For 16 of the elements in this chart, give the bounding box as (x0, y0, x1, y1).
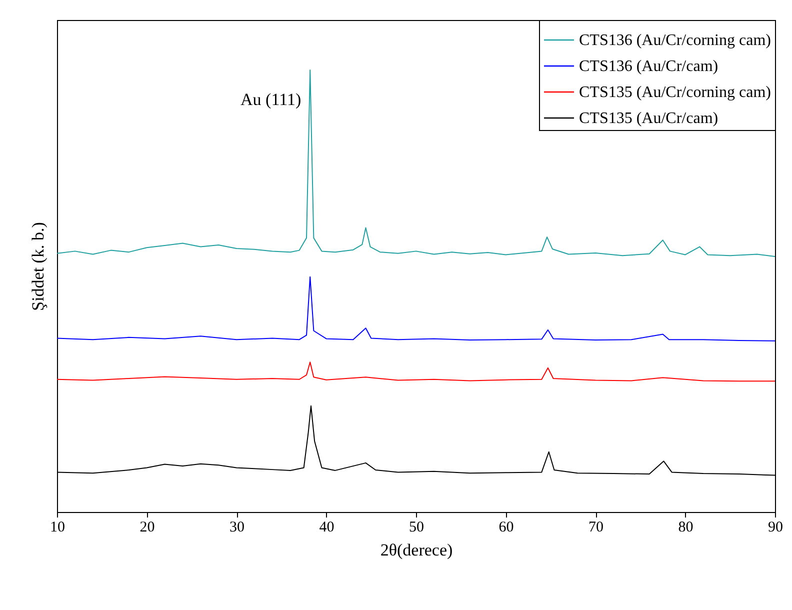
legend-label: CTS136 (Au/Cr/cam) (579, 58, 718, 75)
y-axis-title: Şiddet (k. b.) (28, 222, 48, 311)
x-tick-label: 50 (409, 520, 424, 536)
legend-label: CTS135 (Au/Cr/cam) (579, 110, 718, 127)
x-tick-label: 40 (319, 520, 334, 536)
x-tick-label: 10 (50, 520, 65, 536)
x-tick-label: 60 (498, 520, 514, 536)
x-tick-label: 90 (768, 520, 783, 536)
x-tick-label: 20 (140, 520, 155, 536)
legend-label: CTS136 (Au/Cr/corning cam) (579, 32, 771, 49)
x-tick-label: 80 (678, 520, 694, 536)
annotation: Au (111) (240, 90, 302, 109)
legend-label: CTS135 (Au/Cr/corning cam) (579, 84, 771, 101)
x-axis-title: 2θ(derece) (380, 540, 453, 560)
x-tick-label: 70 (588, 520, 604, 536)
x-tick-label: 30 (230, 520, 244, 536)
